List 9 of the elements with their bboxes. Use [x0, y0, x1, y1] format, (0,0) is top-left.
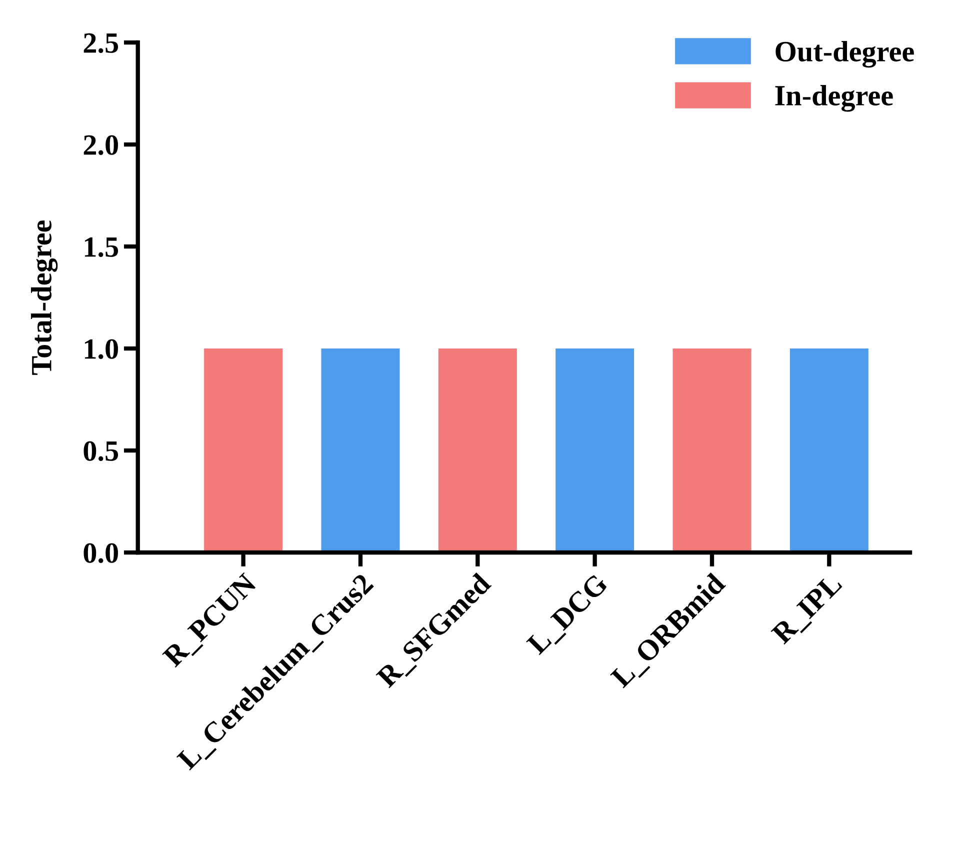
y-tick-label: 2.5	[84, 33, 118, 54]
legend-label: Out-degree	[776, 40, 914, 68]
y-tick-label: 0.5	[84, 441, 118, 462]
legend-label: In-degree	[775, 85, 893, 112]
y-tick-label: 1.5	[84, 237, 118, 258]
y-tick-label: 2.0	[84, 135, 118, 156]
y-tick-label: 1.0	[84, 339, 118, 360]
y-tick-label: 0.0	[84, 543, 118, 564]
y-axis-title: Total-degree	[30, 220, 58, 375]
